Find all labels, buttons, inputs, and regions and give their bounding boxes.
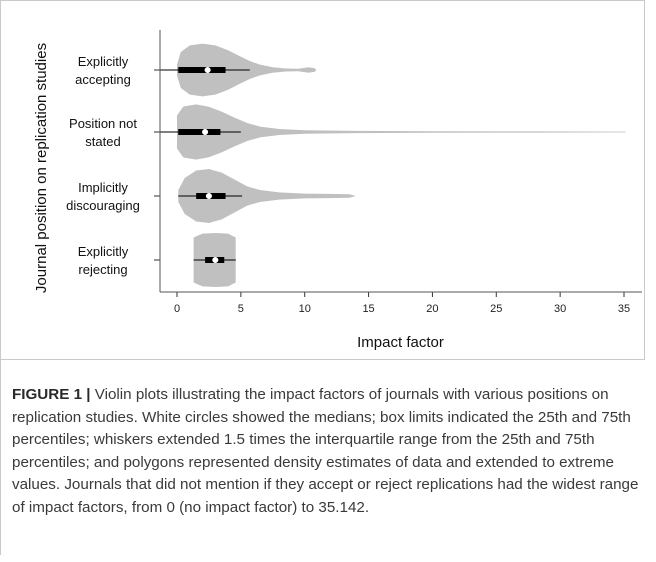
violin-shape — [178, 169, 356, 223]
category-label: Explicitly — [78, 244, 129, 259]
figure-caption-text: Violin plots illustrating the impact fac… — [12, 386, 639, 516]
median-marker — [204, 66, 211, 74]
iqr-box — [178, 67, 226, 73]
y-axis-label: Journal position on replication studies — [33, 43, 50, 293]
x-tick-label: 0 — [174, 303, 180, 315]
median-marker — [205, 192, 212, 200]
category-label: Implicitly — [78, 180, 128, 195]
category-label: accepting — [75, 72, 131, 87]
x-tick-label: 15 — [362, 303, 374, 315]
median-marker — [202, 128, 209, 136]
x-tick-label: 20 — [426, 303, 438, 315]
category-label: rejecting — [78, 262, 127, 277]
category-label: discouraging — [66, 198, 140, 213]
category-label: Explicitly — [78, 54, 129, 69]
x-tick-label: 10 — [299, 303, 311, 315]
x-tick-label: 5 — [238, 303, 244, 315]
violin-shape — [177, 104, 626, 160]
x-tick-label: 25 — [490, 303, 502, 315]
caption-rule — [0, 360, 1, 555]
median-marker — [212, 256, 219, 264]
x-tick-label: 30 — [554, 303, 566, 315]
figure-label: FIGURE 1 | — [12, 386, 91, 403]
category-label: Position not — [69, 116, 137, 131]
x-tick-label: 35 — [618, 303, 630, 315]
category-label: stated — [85, 134, 120, 149]
figure-panel — [0, 0, 645, 360]
iqr-box — [178, 129, 221, 135]
x-axis-label: Impact factor — [357, 334, 444, 351]
figure-caption: FIGURE 1 | Violin plots illustrating the… — [12, 384, 642, 519]
violin-chart: 0 5 10 15 20 25 30 35 Impact factor Journal posit… — [33, 30, 642, 351]
